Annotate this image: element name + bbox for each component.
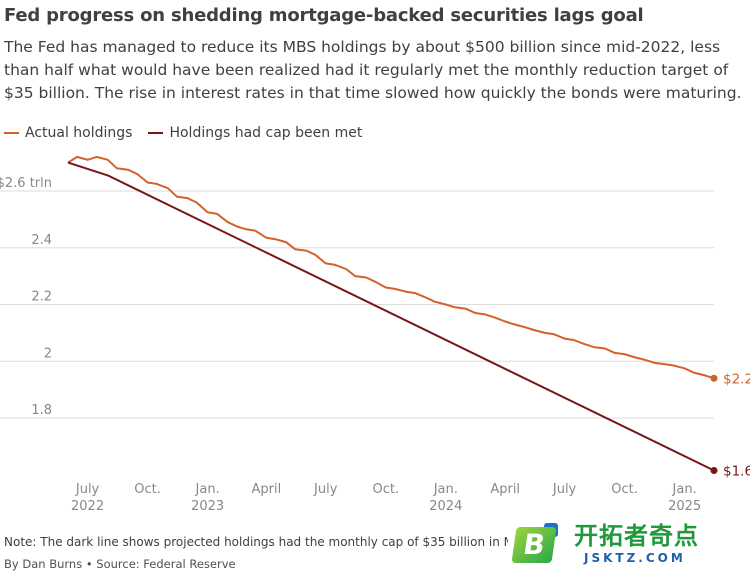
legend-swatch-actual <box>4 132 19 134</box>
y-tick-label: 2.2 <box>31 290 52 305</box>
x-tick-label: April <box>252 482 282 497</box>
x-tick-label: Oct. <box>611 482 638 497</box>
series-line-actual-holdings <box>67 155 715 380</box>
x-tick-label: Jan. <box>672 482 697 497</box>
x-tick-label: April <box>490 482 520 497</box>
watermark: B 开拓者奇点 JSKTZ.COM <box>508 515 750 573</box>
x-tick-label: July <box>75 482 100 497</box>
series-end-dot-cap-holdings <box>710 466 718 474</box>
x-tick-sublabel: 2022 <box>71 499 104 514</box>
legend-swatch-cap <box>148 132 164 134</box>
chart-credit: By Dan Burns • Source: Federal Reserve <box>4 557 236 571</box>
y-tick-label: 1.8 <box>31 403 52 418</box>
chart-subtitle: The Fed has managed to reduce its MBS ho… <box>4 38 742 102</box>
legend-label-cap: Holdings had cap been met <box>169 125 363 141</box>
x-tick-sublabel: 2023 <box>191 499 224 514</box>
series-line-cap-holdings <box>67 161 715 472</box>
watermark-text: 开拓者奇点 JSKTZ.COM <box>574 522 699 566</box>
watermark-logo: B <box>510 521 562 567</box>
y-tick-label: 2 <box>44 346 52 361</box>
legend-item-cap: Holdings had cap been met <box>148 125 362 141</box>
y-tick-label: $2.6 trln <box>0 176 52 191</box>
watermark-brand-en: JSKTZ.COM <box>584 551 686 565</box>
chart-title: Fed progress on shedding mortgage-backed… <box>4 5 644 26</box>
x-tick-sublabel: 2024 <box>429 499 462 514</box>
x-tick-label: Oct. <box>372 482 399 497</box>
x-tick-label: Oct. <box>134 482 161 497</box>
legend: Actual holdings Holdings had cap been me… <box>4 123 378 143</box>
y-tick-label: 2.4 <box>31 233 52 248</box>
series-end-label-cap-holdings: $1.6 <box>723 463 750 479</box>
legend-label-actual: Actual holdings <box>25 125 133 141</box>
legend-item-actual: Actual holdings <box>4 125 132 141</box>
x-tick-label: July <box>552 482 577 497</box>
x-tick-label: July <box>313 482 338 497</box>
x-tick-label: Jan. <box>433 482 458 497</box>
series-end-label-actual-holdings: $2.2 <box>723 371 750 387</box>
chart-note: Note: The dark line shows projected hold… <box>4 535 530 549</box>
series-end-dot-actual-holdings <box>710 374 718 382</box>
x-tick-label: Jan. <box>195 482 220 497</box>
watermark-logo-letter: B <box>511 527 557 563</box>
watermark-brand-cn: 开拓者奇点 <box>574 522 699 550</box>
x-tick-sublabel: 2025 <box>668 499 701 514</box>
